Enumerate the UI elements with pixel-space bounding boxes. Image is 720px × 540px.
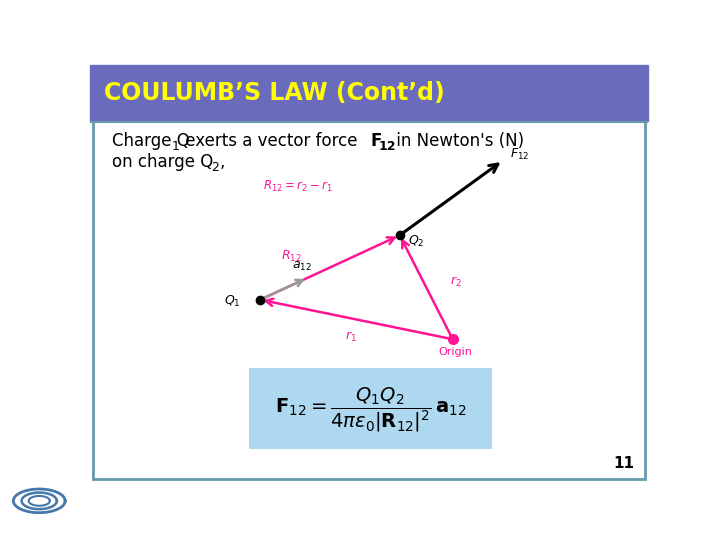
Text: Origin: Origin	[438, 347, 472, 357]
Text: $Q_1$: $Q_1$	[224, 294, 240, 309]
Text: $R_{12}=r_2-r_1$: $R_{12}=r_2-r_1$	[263, 179, 333, 194]
Text: $R_{12}$: $R_{12}$	[282, 249, 302, 264]
Text: $Q_2$: $Q_2$	[408, 234, 425, 249]
Text: on charge Q: on charge Q	[112, 153, 214, 171]
Text: Charge Q: Charge Q	[112, 132, 190, 150]
Text: $\mathbf{F}_{12} = \dfrac{Q_1 Q_2}{4\pi\varepsilon_0|\mathbf{R}_{12}|^2}\,\mathb: $\mathbf{F}_{12} = \dfrac{Q_1 Q_2}{4\pi\…	[275, 386, 467, 434]
Text: $F_{12}$: $F_{12}$	[510, 147, 529, 163]
Text: 12: 12	[379, 140, 396, 153]
Text: $r_1$: $r_1$	[345, 329, 357, 343]
Bar	[249, 368, 492, 449]
Text: 1: 1	[172, 140, 180, 153]
Text: 2: 2	[211, 161, 219, 174]
Text: exerts a vector force: exerts a vector force	[181, 132, 363, 150]
Text: $r_2$: $r_2$	[449, 275, 462, 289]
Text: F: F	[371, 132, 382, 150]
Text: ,: ,	[220, 153, 225, 171]
Text: $a_{12}$: $a_{12}$	[292, 260, 312, 273]
Text: in Newton's (N): in Newton's (N)	[392, 132, 524, 150]
Text: 11: 11	[613, 456, 634, 471]
Bar	[90, 65, 648, 121]
Text: COULUMB’S LAW (Cont’d): COULUMB’S LAW (Cont’d)	[104, 81, 445, 105]
